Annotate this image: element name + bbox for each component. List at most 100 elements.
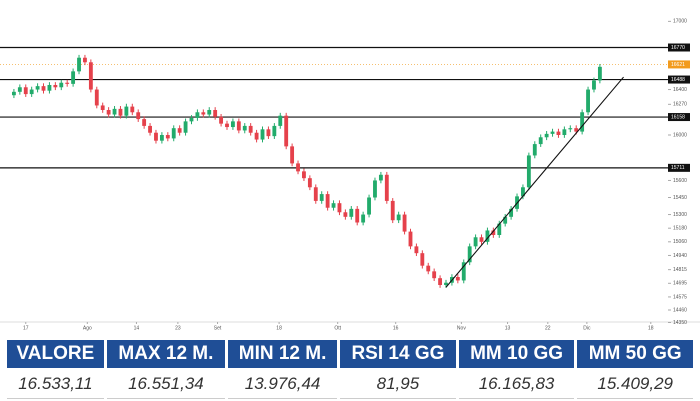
- candle-body: [580, 112, 585, 132]
- candle-body: [266, 129, 271, 137]
- y-tick-label: 15450: [673, 195, 687, 201]
- candle-body: [313, 187, 318, 201]
- y-tick-label: 15060: [673, 239, 687, 245]
- x-tick-label: Nov: [457, 325, 466, 331]
- candle-body: [355, 208, 360, 223]
- candle-body: [100, 105, 105, 110]
- trendline: [445, 76, 624, 288]
- candle-body: [574, 128, 579, 132]
- candle-body: [159, 135, 164, 141]
- candle-body: [77, 57, 81, 72]
- candle-body: [331, 203, 336, 208]
- chart: 17000 16400 16270 16000 15600 15450 15300 15180…: [0, 19, 700, 331]
- candle-body: [497, 223, 502, 235]
- y-tick-label: 14815: [673, 267, 687, 273]
- candle-body: [479, 237, 484, 242]
- header-cell: VALORE: [7, 340, 104, 368]
- candle-body: [272, 125, 277, 137]
- level-box: [668, 163, 690, 172]
- candle-body: [47, 85, 52, 91]
- header-cell: RSI 14 GG: [340, 340, 456, 368]
- candle-body: [17, 87, 22, 92]
- candle-body: [11, 91, 16, 96]
- candle-body: [35, 86, 40, 90]
- candle-body: [503, 216, 508, 224]
- candle-body: [373, 180, 377, 198]
- y-tick-label: 15600: [673, 178, 687, 184]
- candle-body: [491, 230, 496, 235]
- candle-body: [83, 57, 87, 63]
- candle-body: [177, 128, 182, 133]
- candle-body: [467, 246, 472, 263]
- candle-body: [396, 214, 401, 221]
- last-price-box: [668, 60, 690, 69]
- candle-body: [307, 178, 312, 188]
- level-box: [668, 75, 690, 84]
- candle-body: [296, 163, 300, 172]
- x-tick-label: 16: [393, 325, 399, 331]
- value-cell: 16.165,83: [458, 370, 575, 399]
- stats-table: VALORE MAX 12 M. MIN 12 M. RSI 14 GG MM 10 G…: [4, 338, 696, 401]
- candle-body: [230, 121, 235, 128]
- candle-body: [509, 208, 514, 217]
- y-tick-label: 14695: [673, 281, 687, 287]
- header-cell: MM 10 GG: [458, 340, 575, 368]
- candle-body: [290, 146, 295, 164]
- candle-body: [130, 106, 135, 113]
- candle-body: [544, 133, 549, 138]
- candle-body: [29, 89, 34, 95]
- candle-body: [59, 82, 64, 88]
- candle-body: [242, 125, 247, 131]
- candle-body: [207, 110, 212, 115]
- candle-body: [136, 112, 141, 120]
- last-price-label: 16621: [671, 62, 685, 68]
- candle-body: [568, 128, 573, 130]
- candle-body: [165, 135, 170, 139]
- candle-body: [302, 171, 306, 179]
- header-cell: MIN 12 M.: [228, 340, 338, 368]
- x-tick-label: 23: [175, 325, 181, 331]
- candle-body: [408, 231, 413, 247]
- x-tick-label: 18: [648, 325, 654, 331]
- candle-body: [195, 112, 200, 118]
- candle-body: [550, 131, 555, 134]
- candle-body: [23, 87, 28, 95]
- candle-body: [248, 125, 253, 133]
- candle-body: [219, 116, 224, 124]
- value-cell: 81,95: [340, 370, 456, 399]
- y-tick-label: 14575: [673, 294, 687, 300]
- candle-body: [473, 237, 478, 247]
- candle-body: [438, 278, 443, 285]
- candle-body: [325, 194, 330, 208]
- x-tick-label: 18: [276, 325, 282, 331]
- candle-body: [201, 112, 206, 115]
- x-tick-label: 17: [23, 325, 29, 331]
- candle-body: [556, 131, 561, 135]
- header-row: VALORE MAX 12 M. MIN 12 M. RSI 14 GG MM 10 G…: [7, 340, 693, 368]
- candle-body: [592, 80, 596, 90]
- candle-body: [260, 129, 265, 140]
- candle-body: [361, 214, 366, 223]
- y-tick-label: 15180: [673, 226, 687, 232]
- candle-body: [532, 144, 537, 156]
- y-tick-label: 14460: [673, 307, 687, 313]
- candle-body: [384, 174, 389, 201]
- candle-body: [41, 86, 46, 91]
- candle-body: [526, 155, 531, 188]
- header-cell: MM 50 GG: [577, 340, 693, 368]
- candle-body: [71, 71, 76, 84]
- candle-body: [254, 132, 259, 140]
- candle-body: [414, 246, 419, 254]
- candle-body: [319, 194, 324, 201]
- value-cell: 13.976,44: [228, 370, 338, 399]
- candle-body: [124, 106, 129, 116]
- candle-body: [142, 119, 147, 126]
- level-box: [668, 113, 690, 122]
- candle-body: [278, 115, 283, 126]
- value-cell: 15.409,29: [577, 370, 693, 399]
- candle-body: [94, 89, 99, 106]
- y-tick-label: 17000: [673, 19, 687, 25]
- candle-body: [538, 137, 543, 145]
- candle-body: [53, 85, 58, 88]
